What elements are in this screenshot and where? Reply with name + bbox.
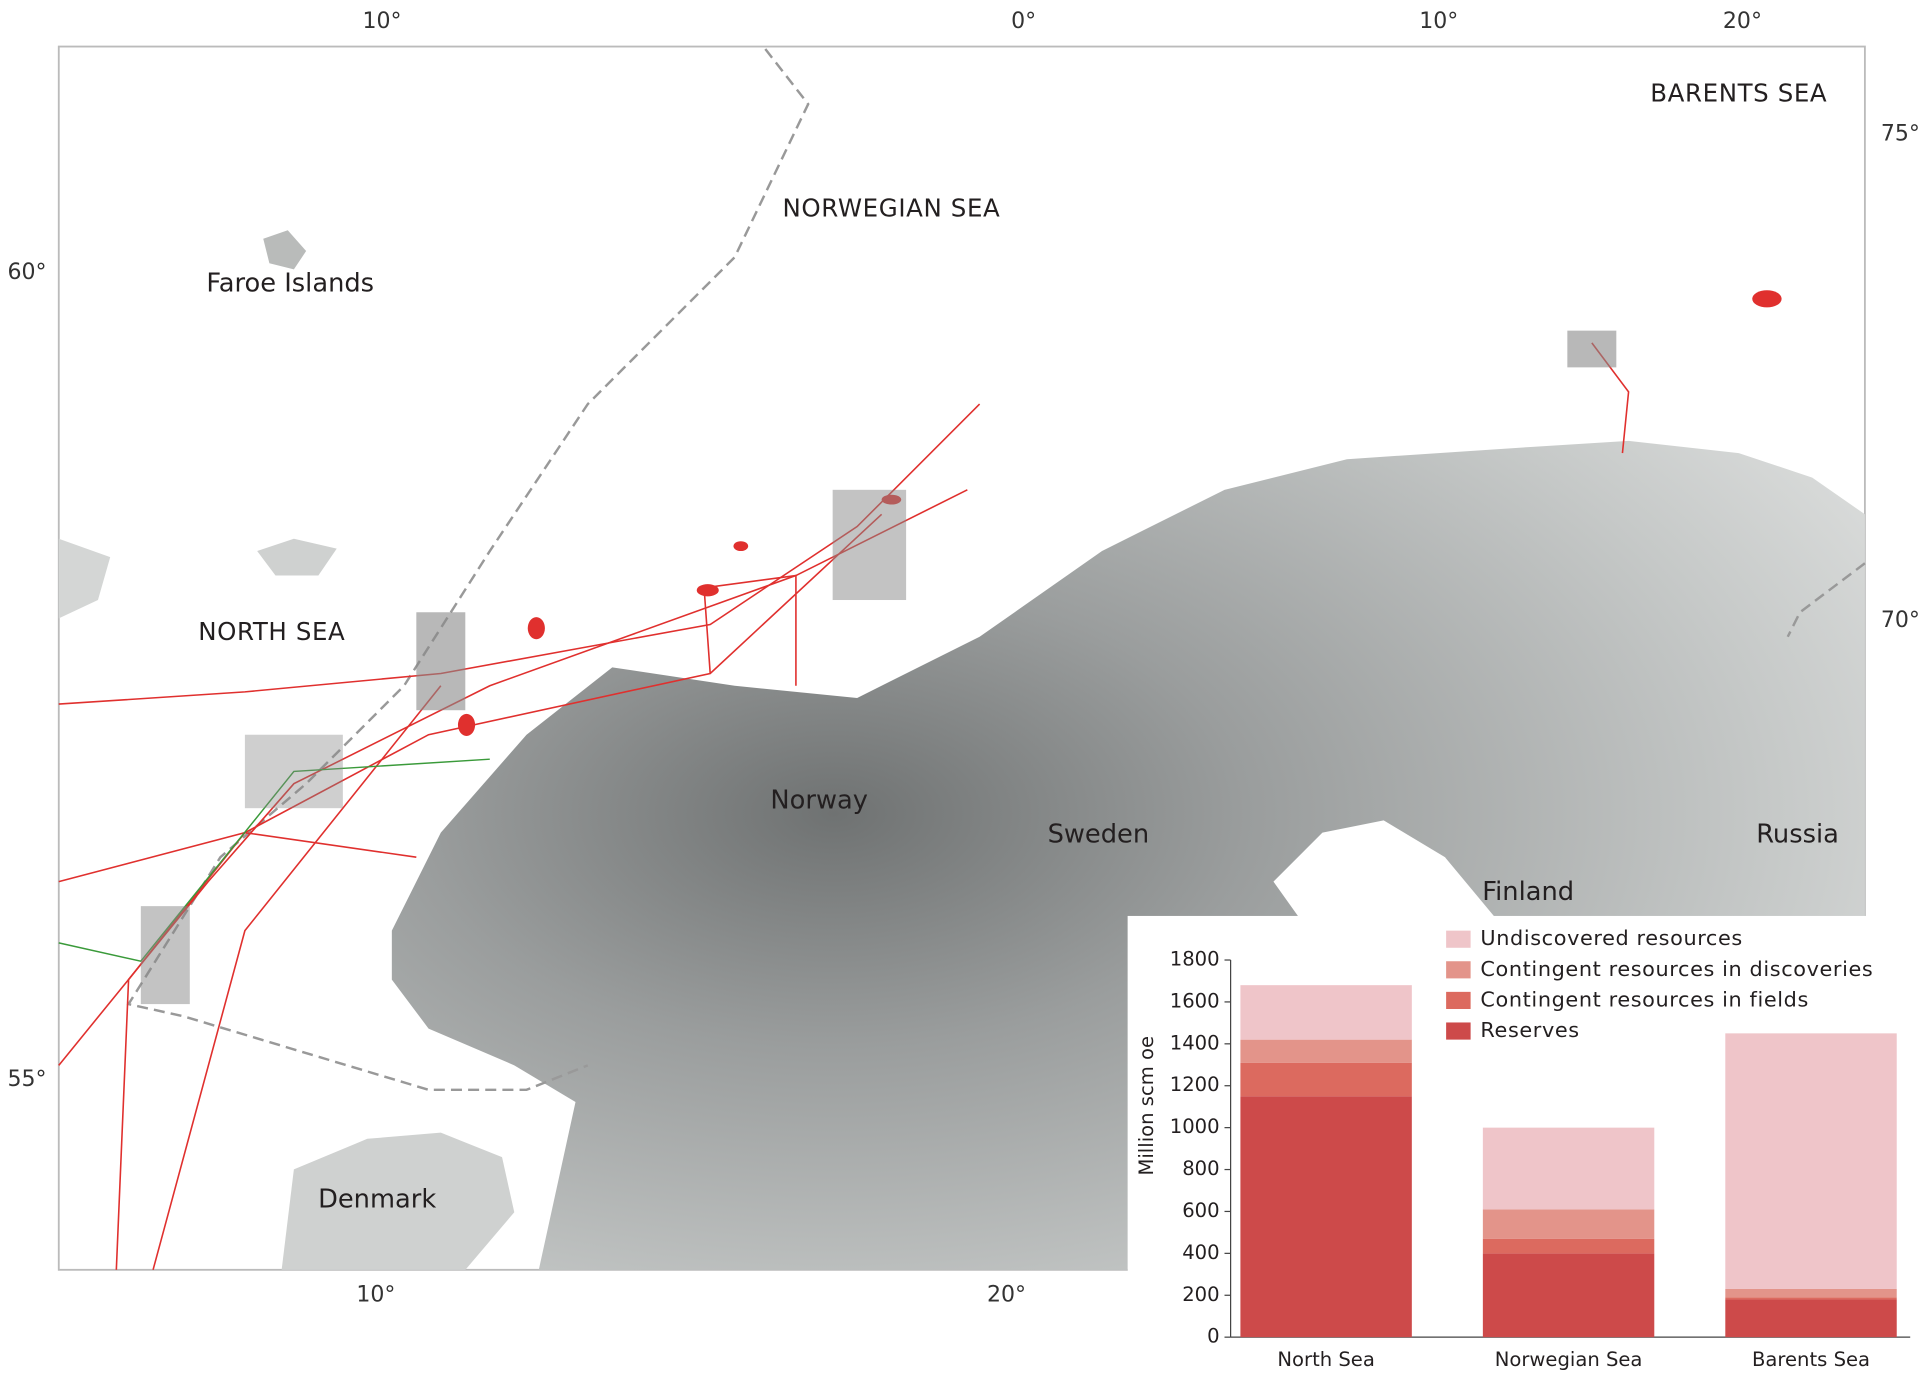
gulf (1273, 820, 1494, 916)
field (457, 713, 476, 736)
denmark-land (281, 1132, 515, 1270)
x-tick-label: Barents Sea (1752, 1348, 1870, 1371)
legend-swatch (1446, 991, 1471, 1009)
inset-chart: 0 200 400 600 800 1000 1200 1400 1600 1800 Million… (1135, 926, 1911, 1371)
bar-segment (1725, 1033, 1897, 1289)
y-tick-label: 1600 (1170, 989, 1220, 1012)
field-cluster (140, 906, 190, 1005)
legend-label: Contingent resources in fields (1480, 987, 1809, 1011)
field (527, 617, 545, 640)
y-tick-label: 200 (1182, 1283, 1219, 1306)
y-tick-label: 800 (1182, 1157, 1219, 1180)
basemap (57, 45, 1866, 1271)
land-label: Norway (770, 785, 868, 815)
pipeline (58, 758, 490, 963)
sea-label: NORTH SEA (198, 617, 345, 646)
bar-segment (1240, 1062, 1412, 1097)
pipeline (703, 574, 797, 686)
boundary-line (1786, 562, 1866, 638)
bar-segment (1482, 1127, 1655, 1210)
land-label: Denmark (318, 1185, 436, 1215)
x-tick-label: North Sea (1277, 1348, 1374, 1371)
y-axis-title: Million scm oe (1135, 1036, 1158, 1176)
map-labels: NORWEGIAN SEA NORTH SEA BARENTS SEA Faroe I… (7, 9, 1919, 1312)
land-label: Faroe Islands (206, 269, 374, 299)
y-tick-label: 1000 (1170, 1115, 1220, 1138)
bar-segment (1482, 1209, 1655, 1239)
bar-segment (1482, 1238, 1655, 1254)
y-tick-label: 600 (1182, 1199, 1219, 1222)
y-tick-label: 1800 (1170, 948, 1220, 971)
graticule-label: 10° (363, 9, 402, 34)
field (696, 584, 719, 597)
shetland-land (257, 538, 337, 576)
pipeline (58, 513, 883, 883)
legend-label: Undiscovered resources (1480, 926, 1742, 950)
bar-segment (1240, 1096, 1412, 1338)
field (1752, 290, 1782, 308)
y-tick-label: 0 (1207, 1325, 1219, 1348)
bar-segment (1240, 985, 1412, 1040)
legend-swatch (1446, 961, 1471, 979)
bar-segment (1240, 1039, 1412, 1063)
scotland-land (58, 538, 111, 619)
bar-segment (1725, 1299, 1897, 1338)
graticule-label: 20° (987, 1283, 1026, 1308)
graticule-label: 55° (7, 1067, 46, 1092)
field (733, 541, 749, 552)
graticule-label: 70° (1881, 608, 1920, 633)
land-label: Russia (1756, 820, 1839, 850)
field-cluster (832, 489, 907, 601)
y-tick-label: 1400 (1170, 1031, 1220, 1054)
bar-segment (1725, 1297, 1897, 1300)
legend-swatch (1446, 1022, 1471, 1040)
faroe-land (263, 230, 307, 270)
x-tick-label: Norwegian Sea (1495, 1348, 1643, 1371)
sea-label: BARENTS SEA (1650, 78, 1827, 107)
field-cluster (244, 734, 343, 809)
graticule-label: 60° (7, 260, 46, 285)
graticule-label: 20° (1723, 9, 1762, 34)
graticule-label: 10° (356, 1283, 395, 1308)
y-tick-label: 400 (1182, 1241, 1219, 1264)
legend-swatch (1446, 930, 1471, 948)
graticule-label: 10° (1419, 9, 1458, 34)
graticule-label: 75° (1881, 122, 1920, 147)
graticule-label: 0° (1011, 9, 1036, 34)
legend-label: Contingent resources in discoveries (1480, 957, 1873, 981)
bar-segment (1482, 1253, 1655, 1338)
field-cluster (1567, 330, 1617, 368)
bar-segment (1725, 1288, 1897, 1298)
sea-label: NORWEGIAN SEA (782, 193, 1000, 222)
landmass (391, 440, 1865, 1270)
field-clusters (140, 330, 1617, 1005)
field-cluster (416, 612, 466, 711)
legend-label: Reserves (1480, 1018, 1579, 1042)
land-label: Finland (1482, 877, 1574, 907)
y-tick-label: 1200 (1170, 1073, 1220, 1096)
pipeline (152, 685, 442, 1271)
land-label: Sweden (1048, 820, 1150, 850)
